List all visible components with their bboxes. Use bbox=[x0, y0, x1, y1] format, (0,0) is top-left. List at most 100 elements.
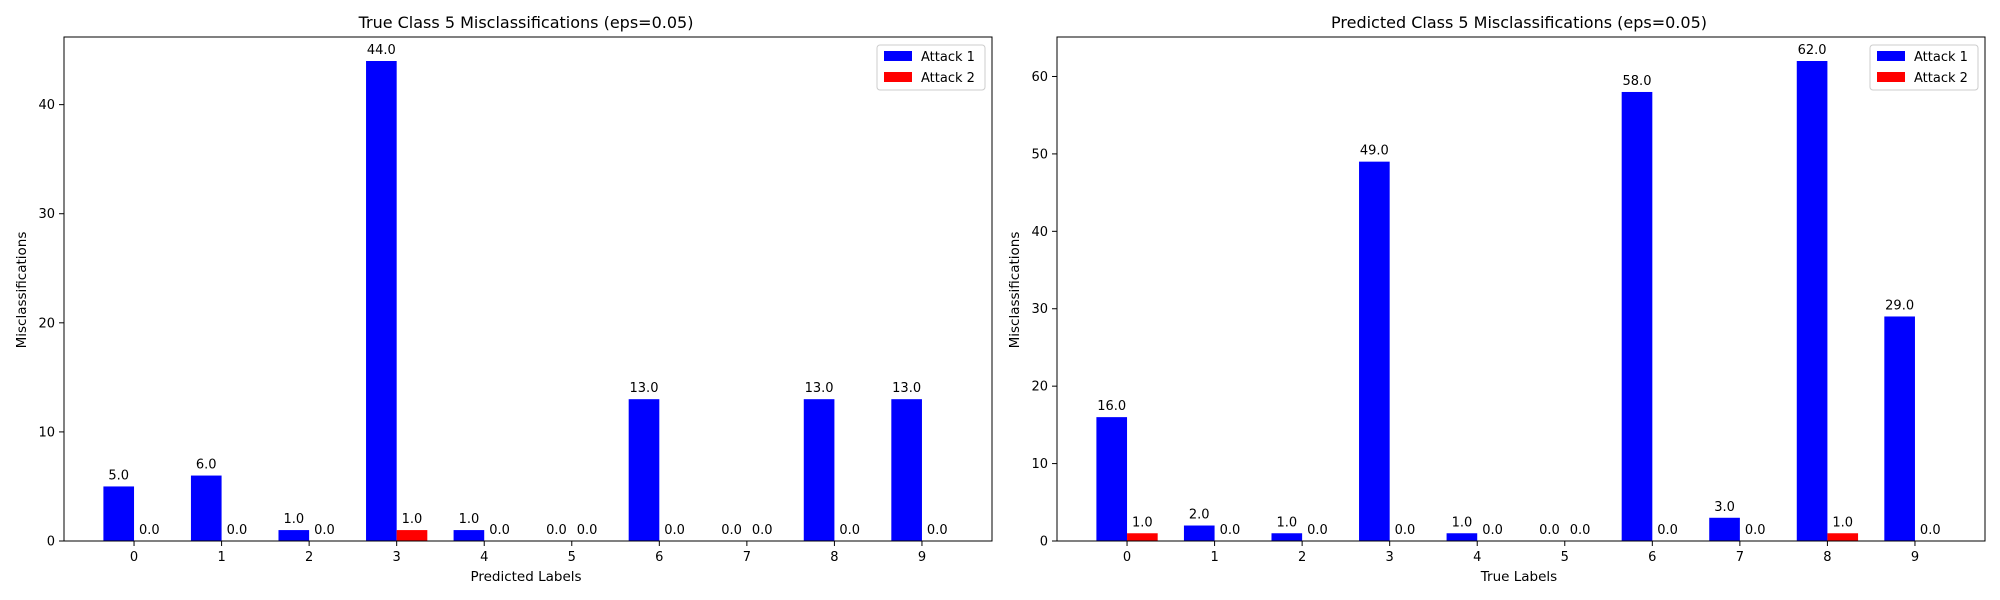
bar-attack-1-1 bbox=[1183, 525, 1215, 541]
bar-value-label: 1.0 bbox=[402, 512, 423, 527]
y-tick-label: 10 bbox=[1031, 457, 1048, 472]
bar-attack-1-9 bbox=[891, 399, 922, 541]
chart-predicted-class-5: Predicted Class 5 Misclassifications (ep… bbox=[1007, 13, 1986, 585]
y-tick-label: 0 bbox=[47, 535, 55, 550]
y-axis-label: Misclassifications bbox=[1007, 232, 1023, 349]
bar-value-label: 16.0 bbox=[1097, 399, 1126, 414]
bar-value-label: 0.0 bbox=[1482, 523, 1503, 538]
bar-value-label: 1.0 bbox=[1452, 515, 1473, 530]
bar-value-label: 29.0 bbox=[1885, 298, 1914, 313]
chart-title: Predicted Class 5 Misclassifications (ep… bbox=[1331, 13, 1707, 32]
bar-value-label: 2.0 bbox=[1189, 508, 1210, 523]
bar-attack-1-6 bbox=[628, 399, 660, 541]
x-tick-label: 9 bbox=[1911, 550, 1919, 565]
x-tick-label: 5 bbox=[1561, 550, 1569, 565]
x-tick-label: 2 bbox=[1298, 550, 1306, 565]
bar-attack-1-0 bbox=[1096, 417, 1128, 541]
bar-value-label: 1.0 bbox=[283, 512, 304, 527]
legend-label-attack-1: Attack 1 bbox=[921, 50, 975, 65]
bar-attack-1-7 bbox=[1709, 517, 1740, 541]
bar-attack-1-4 bbox=[1446, 533, 1478, 541]
bar-value-label: 1.0 bbox=[1276, 515, 1297, 530]
bar-value-label: 1.0 bbox=[1132, 515, 1153, 530]
chart-title: True Class 5 Misclassifications (eps=0.0… bbox=[358, 13, 694, 32]
bar-attack-1-2 bbox=[278, 530, 310, 541]
bar-value-label: 0.0 bbox=[1657, 523, 1678, 538]
x-tick-label: 4 bbox=[1473, 550, 1481, 565]
x-tick-label: 7 bbox=[743, 550, 751, 565]
bar-attack-2-0 bbox=[1127, 533, 1158, 541]
bar-value-label: 0.0 bbox=[1395, 523, 1416, 538]
legend-swatch-attack-2 bbox=[1877, 72, 1905, 82]
bar-attack-1-4 bbox=[453, 530, 485, 541]
x-tick-label: 9 bbox=[918, 550, 926, 565]
bar-value-label: 1.0 bbox=[459, 512, 480, 527]
bar-attack-2-3 bbox=[396, 530, 428, 541]
bar-value-label: 0.0 bbox=[1539, 523, 1560, 538]
x-tick-label: 1 bbox=[1210, 550, 1218, 565]
legend-swatch-attack-2 bbox=[884, 72, 912, 82]
bar-attack-1-8 bbox=[803, 399, 835, 541]
x-tick-label: 0 bbox=[130, 550, 138, 565]
x-tick-label: 8 bbox=[1823, 550, 1831, 565]
x-axis-label: Predicted Labels bbox=[470, 569, 581, 585]
bar-value-label: 0.0 bbox=[839, 523, 860, 538]
bar-attack-1-2 bbox=[1271, 533, 1303, 541]
bar-attack-1-0 bbox=[103, 486, 135, 541]
bar-value-label: 49.0 bbox=[1360, 144, 1389, 159]
x-tick-label: 6 bbox=[1648, 550, 1656, 565]
bar-value-label: 13.0 bbox=[630, 381, 659, 396]
bar-value-label: 0.0 bbox=[927, 523, 948, 538]
chart-true-class-5: True Class 5 Misclassifications (eps=0.0… bbox=[14, 13, 993, 585]
legend-label-attack-2: Attack 2 bbox=[1914, 71, 1968, 86]
y-tick-label: 30 bbox=[38, 207, 55, 222]
y-tick-label: 40 bbox=[1031, 225, 1048, 240]
x-tick-label: 0 bbox=[1123, 550, 1131, 565]
plot-area: 16.0 2.0 1.0 49.0 1.0 0.0 58.0 3.0 62.0 29.0 1.0 0.… bbox=[1031, 36, 1986, 565]
x-tick-label: 3 bbox=[1386, 550, 1394, 565]
bar-value-label: 0.0 bbox=[1307, 523, 1328, 538]
bar-attack-1-3 bbox=[1359, 161, 1390, 541]
plot-frame bbox=[1056, 36, 1986, 542]
bar-value-label: 0.0 bbox=[489, 523, 510, 538]
x-tick-label: 3 bbox=[393, 550, 401, 565]
bar-value-label: 0.0 bbox=[314, 523, 335, 538]
y-tick-label: 20 bbox=[38, 316, 55, 331]
bar-attack-1-1 bbox=[190, 475, 222, 541]
x-axis-label: True Labels bbox=[1480, 569, 1557, 585]
bar-value-label: 0.0 bbox=[664, 523, 685, 538]
bar-value-label: 3.0 bbox=[1714, 500, 1735, 515]
bar-value-label: 0.0 bbox=[139, 523, 160, 538]
y-tick-label: 60 bbox=[1031, 70, 1048, 85]
y-tick-label: 50 bbox=[1031, 147, 1048, 162]
y-axis-label: Misclassifications bbox=[14, 232, 30, 349]
y-tick-label: 30 bbox=[1031, 302, 1048, 317]
y-tick-label: 40 bbox=[38, 98, 55, 113]
x-tick-label: 6 bbox=[655, 550, 663, 565]
bar-value-label: 6.0 bbox=[196, 458, 217, 473]
bar-value-label: 5.0 bbox=[108, 468, 129, 483]
bar-value-label: 0.0 bbox=[1220, 523, 1241, 538]
y-tick-label: 0 bbox=[1040, 535, 1048, 550]
y-tick-label: 10 bbox=[38, 425, 55, 440]
bar-attack-1-8 bbox=[1796, 61, 1828, 541]
plot-frame bbox=[63, 36, 993, 542]
bar-attack-2-8 bbox=[1827, 533, 1859, 541]
x-tick-label: 1 bbox=[217, 550, 225, 565]
bar-value-label: 0.0 bbox=[546, 523, 567, 538]
x-tick-label: 2 bbox=[305, 550, 313, 565]
bar-value-label: 1.0 bbox=[1832, 515, 1853, 530]
bar-value-label: 0.0 bbox=[577, 523, 598, 538]
bar-value-label: 0.0 bbox=[721, 523, 742, 538]
bar-value-label: 0.0 bbox=[1745, 523, 1766, 538]
legend: Attack 1 Attack 2 bbox=[1869, 44, 1979, 91]
legend: Attack 1 Attack 2 bbox=[876, 44, 986, 91]
plot-area: 5.0 6.0 1.0 44.0 1.0 0.0 13.0 0.0 13.0 13.0 0.0 0.0… bbox=[38, 36, 993, 565]
bar-value-label: 62.0 bbox=[1798, 43, 1827, 58]
x-tick-label: 5 bbox=[568, 550, 576, 565]
y-tick-label: 20 bbox=[1031, 380, 1048, 395]
bar-value-label: 0.0 bbox=[1920, 523, 1941, 538]
bar-value-label: 13.0 bbox=[892, 381, 921, 396]
